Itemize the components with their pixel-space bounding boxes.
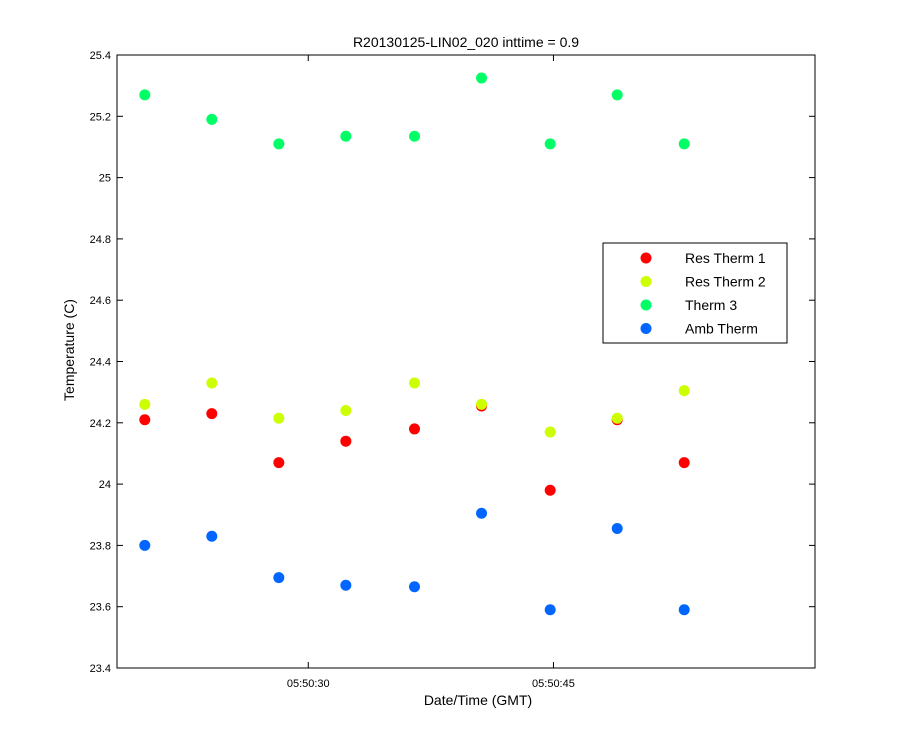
x-axis-title: Date/Time (GMT) [424,692,532,708]
point-res-therm-2 [273,412,285,424]
point-res-therm-1 [139,414,151,426]
point-therm-3 [678,138,690,150]
point-amb-therm [476,507,488,519]
point-amb-therm [678,604,690,616]
y-tick-label: 23.4 [90,663,111,675]
y-tick-label: 25 [99,173,111,185]
point-therm-3 [611,89,623,101]
point-therm-3 [139,89,151,101]
point-amb-therm [206,530,218,542]
point-res-therm-2 [139,398,151,410]
point-res-therm-2 [678,385,690,397]
point-amb-therm [409,581,421,593]
x-tick-label: 05:50:30 [287,678,330,690]
legend-label: Res Therm 1 [685,250,766,266]
point-res-therm-2 [340,405,352,417]
plot-frame [116,54,816,669]
y-tick-label: 24.6 [90,295,111,307]
point-amb-therm [340,579,352,591]
y-tick-label: 25.2 [90,111,111,123]
point-amb-therm [544,604,556,616]
y-tick-label: 24.4 [90,357,111,369]
point-res-therm-2 [611,412,623,424]
legend-label: Therm 3 [685,297,737,313]
legend-label: Res Therm 2 [685,274,766,290]
point-amb-therm [273,572,285,584]
point-therm-3 [476,72,488,84]
point-therm-3 [206,113,218,125]
point-res-therm-2 [409,377,421,389]
y-tick-label: 23.8 [90,540,111,552]
point-res-therm-2 [476,398,488,410]
y-axis-title: Temperature (C) [61,299,77,401]
point-res-therm-1 [544,484,556,496]
legend-marker [640,252,652,264]
y-tick-label: 24.2 [90,418,111,430]
y-tick-label: 24.8 [90,234,111,246]
point-amb-therm [139,539,151,551]
point-therm-3 [409,130,421,142]
legend-box [602,242,788,344]
data-points [139,72,690,616]
point-therm-3 [544,138,556,150]
point-res-therm-1 [678,457,690,469]
axis-ticks: 23.4 23.6 23.8 24 24.2 24.4 24.6 24.8 25 25.2 25.4… [90,50,815,690]
point-res-therm-1 [206,408,218,420]
y-tick-label: 23.6 [90,602,111,614]
legend-marker [640,299,652,311]
chart-title: R20130125-LIN02_020 inttime = 0.9 [353,34,579,50]
point-amb-therm [611,523,623,535]
point-res-therm-1 [340,435,352,447]
point-therm-3 [273,138,285,150]
point-res-therm-2 [206,377,218,389]
y-tick-label: 24 [99,479,111,491]
legend: Res Therm 1 Res Therm 2 Therm 3 Amb Therm [602,242,788,344]
y-tick-label: 25.4 [90,50,111,62]
point-res-therm-1 [273,457,285,469]
legend-marker [640,323,652,334]
legend-label: Amb Therm [685,321,758,337]
point-res-therm-1 [409,423,421,435]
x-tick-label: 05:50:45 [532,678,575,690]
legend-marker [640,276,652,287]
point-res-therm-2 [544,426,556,438]
point-therm-3 [340,130,352,142]
